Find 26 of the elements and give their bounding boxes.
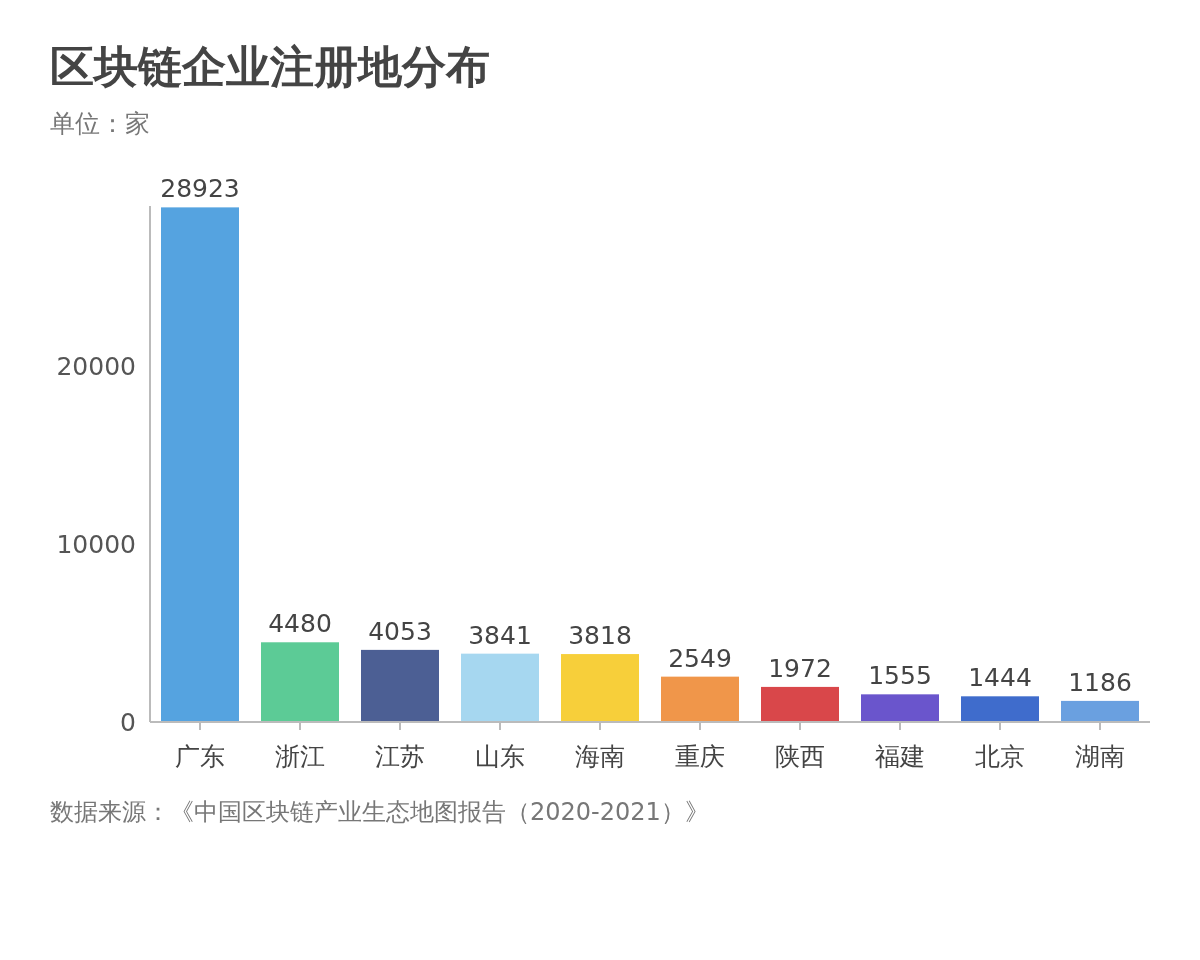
chart-title: 区块链企业注册地分布: [50, 41, 490, 92]
chart-subtitle: 单位：家: [50, 109, 150, 138]
data-label: 1186: [1068, 667, 1132, 697]
x-tick-label: 陕西: [775, 741, 825, 771]
x-tick-label: 山东: [475, 741, 525, 771]
data-label: 2549: [668, 643, 732, 673]
data-label: 1972: [768, 653, 832, 683]
source-note: 数据来源：《中国区块链产业生态地图报告（2020-2021）》: [50, 798, 709, 826]
x-tick-label: 海南: [575, 741, 625, 771]
data-label: 3841: [468, 620, 532, 650]
x-tick-label: 北京: [975, 741, 1025, 771]
data-label: 1444: [968, 663, 1032, 693]
data-label: 28923: [160, 174, 240, 204]
data-label: 4480: [268, 609, 332, 639]
data-label: 3818: [568, 621, 632, 651]
x-tick-label: 重庆: [675, 741, 725, 771]
data-label: 4053: [368, 616, 432, 646]
x-tick-label: 湖南: [1075, 741, 1125, 771]
x-tick-label: 福建: [875, 741, 925, 771]
x-tick-label: 广东: [175, 741, 225, 771]
data-label: 1555: [868, 661, 932, 691]
y-tick-label: 20000: [56, 351, 136, 381]
x-tick-label: 江苏: [375, 741, 425, 771]
y-tick-label: 10000: [56, 529, 136, 559]
y-tick-label: 0: [120, 707, 136, 737]
x-tick-label: 浙江: [275, 741, 325, 771]
